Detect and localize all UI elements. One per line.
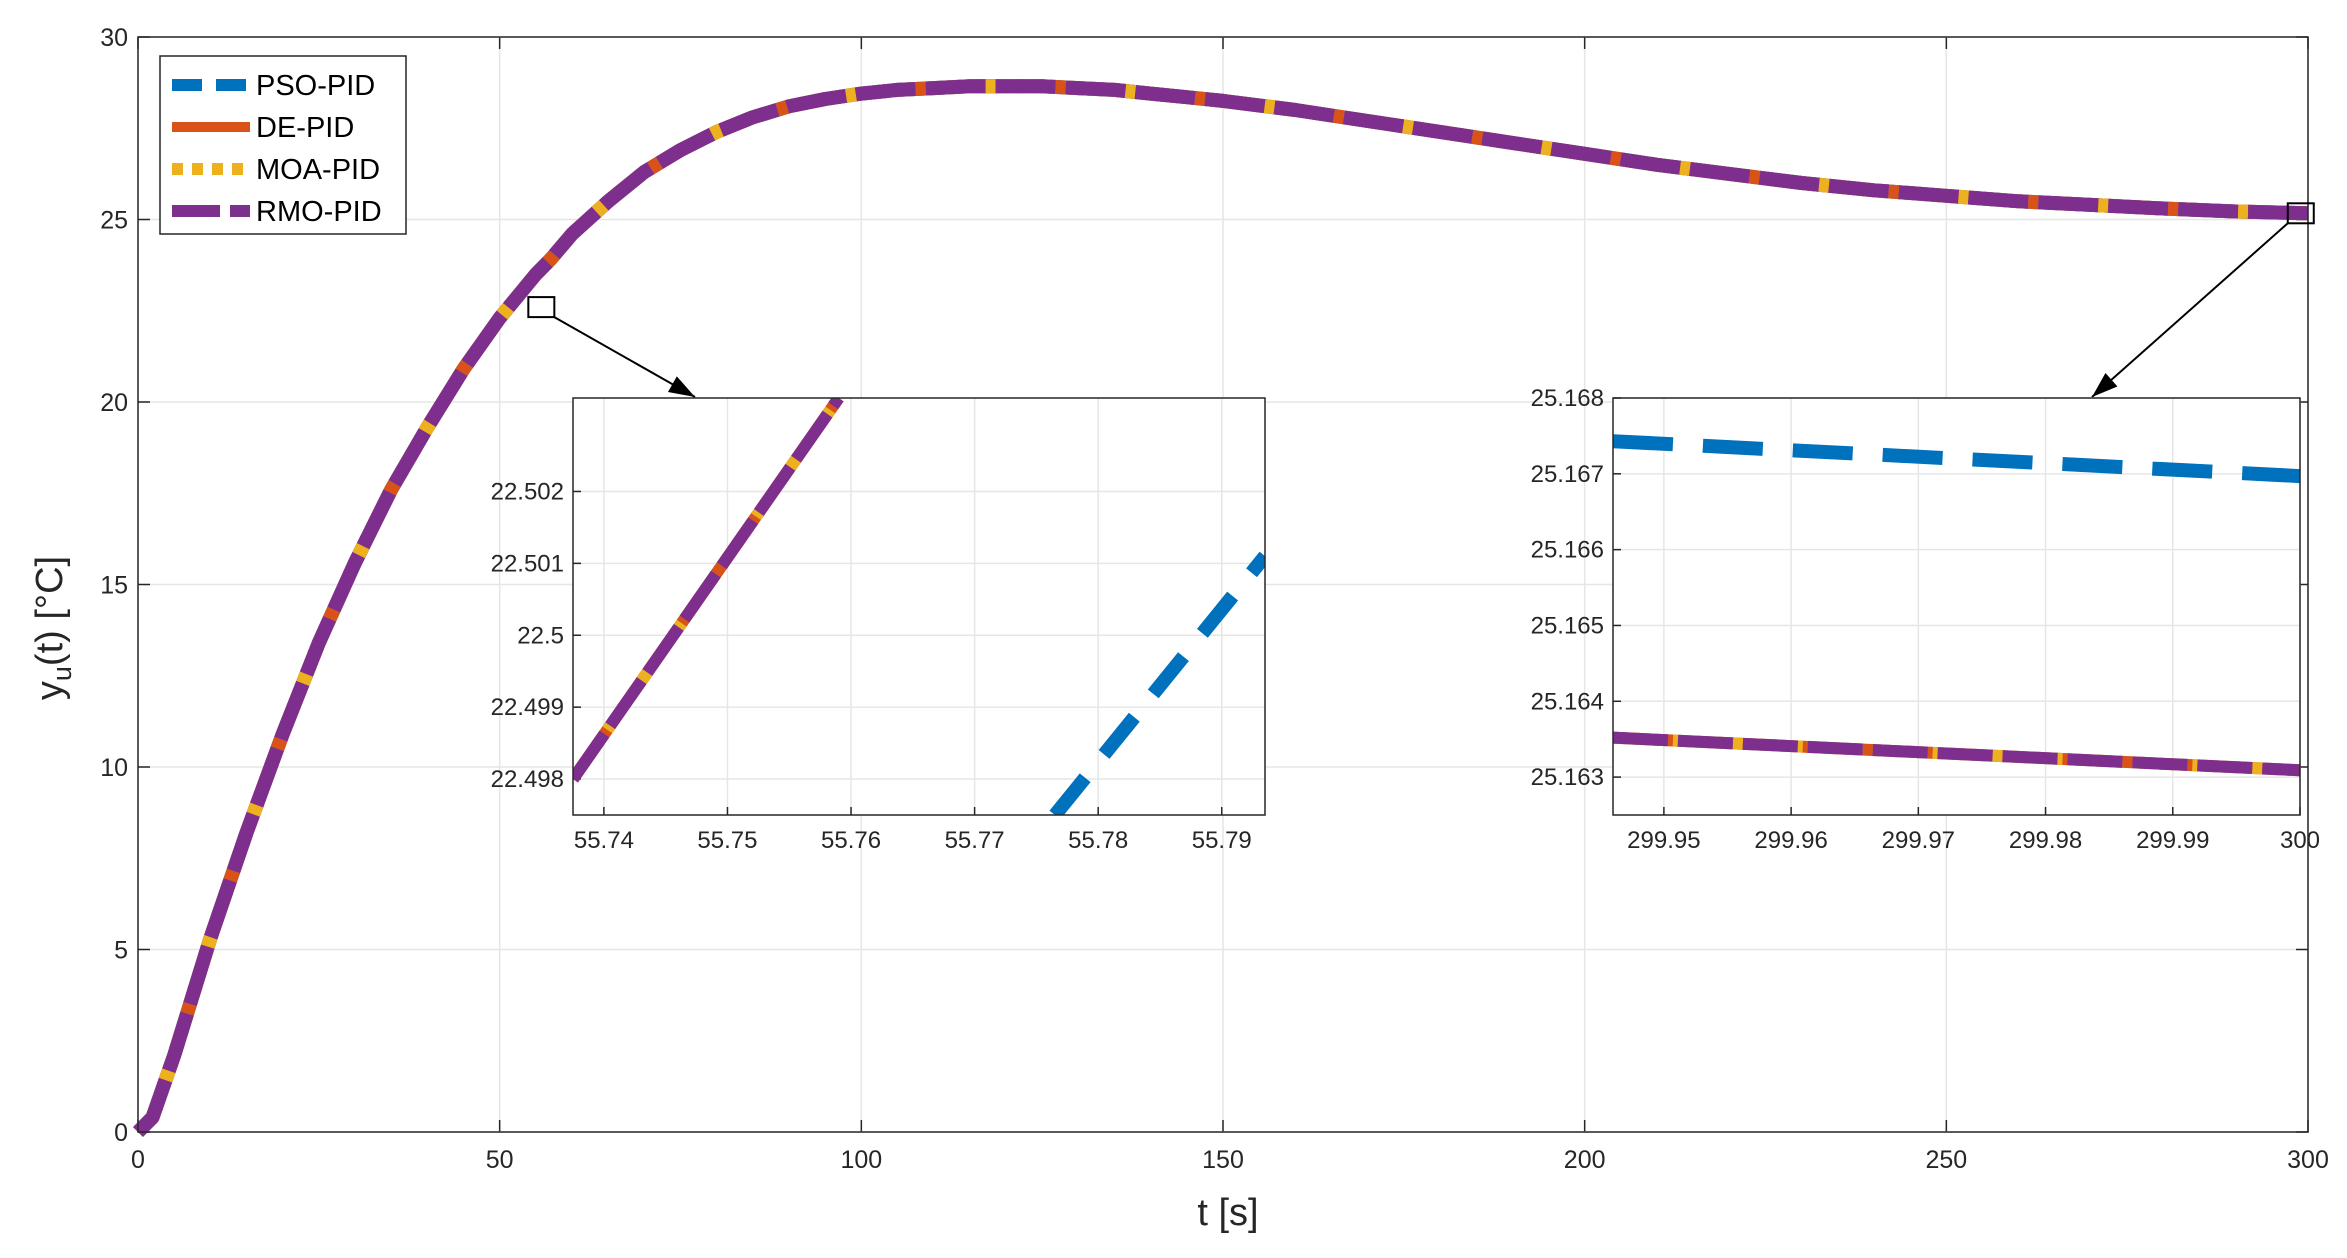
y-axis-label-sub: u [47,666,77,681]
zoom-arrow-right [2091,222,2289,398]
zoom-arrow-left-head [667,376,695,397]
x-tick-label: 250 [1925,1146,1967,1174]
inset-right-x-tick-label: 299.99 [2136,827,2209,854]
legend-label-de-pid: DE-PID [256,112,354,144]
x-tick-label: 0 [131,1146,145,1174]
inset-left-y-tick-label: 22.5 [517,622,564,649]
inset-left-y-tick-label: 22.499 [491,694,564,721]
inset-right-x-tick-label: 299.97 [1882,827,1955,854]
inset-left-x-tick-label: 55.78 [1068,827,1128,854]
inset-right-line-rmo-pid [1613,731,2300,777]
inset-left-x-tick-label: 55.74 [574,827,634,854]
y-tick-label: 5 [114,937,128,965]
y-tick-label: 15 [100,572,128,600]
x-tick-label: 200 [1564,1146,1606,1174]
inset-left-line-rmo-pid [573,398,844,783]
inset-right-y-tick-label: 25.166 [1531,537,1604,564]
zoom-arrow-left [553,316,696,398]
inset-left-y-tick-label: 22.498 [491,766,564,793]
inset-right-frame [1612,397,2301,816]
y-tick-label: 20 [100,389,128,417]
zoom-marker-left [527,296,556,319]
y-tick-label: 30 [100,24,128,52]
inset-right-x-tick-label: 300 [2280,827,2320,854]
y-axis-label: yu(t) [°C] [29,556,77,700]
inset-left-y-tick-label: 22.502 [491,478,564,505]
x-axis-label: t [s] [1197,1192,1258,1234]
inset-left-line-moa-pid [573,398,844,783]
y-tick-label: 10 [100,754,128,782]
y-tick-label: 0 [114,1119,128,1147]
inset-right-x-tick-label: 299.98 [2009,827,2082,854]
zoom-marker-right [2286,202,2315,225]
legend-label-rmo-pid: RMO-PID [256,196,382,228]
inset-left-y-tick-label: 22.501 [491,550,564,577]
series-line-rmo-pid [133,79,2309,1137]
inset-left-x-tick-label: 55.77 [945,827,1005,854]
inset-right-line-pso-pid [1613,434,2300,484]
legend: PSO-PID DE-PID MOA-PID RMO-PID [159,55,407,235]
inset-right-y-tick-label: 25.164 [1531,688,1604,715]
inset-right-x-tick-label: 299.95 [1627,827,1700,854]
inset-left-line-pso-pid [1049,551,1265,815]
inset-left-frame [572,397,1266,816]
inset-left-x-tick-label: 55.76 [821,827,881,854]
legend-label-moa-pid: MOA-PID [256,154,380,186]
zoom-inset-right: 299.95 299.96 299.97 299.98 299.99 300 25.163 2… [1531,385,2320,854]
inset-right-y-tick-label: 25.163 [1531,764,1604,791]
x-tick-label: 150 [1202,1146,1244,1174]
inset-right-y-tick-label: 25.167 [1531,461,1604,488]
inset-left-x-tick-label: 55.79 [1192,827,1252,854]
inset-right-y-tick-label: 25.165 [1531,612,1604,639]
y-axis-label-main: y [29,681,71,700]
zoom-arrow-right-head [2092,373,2118,397]
x-tick-label: 50 [486,1146,514,1174]
zoom-inset-left: 55.74 55.75 55.76 55.77 55.78 55.79 22.498 22.4… [491,397,1266,854]
inset-left-area [573,398,1265,815]
x-tick-label: 100 [840,1146,882,1174]
main-plot-frame [137,36,2309,1133]
y-tick-label: 25 [100,207,128,235]
inset-left-x-tick-label: 55.75 [697,827,757,854]
y-axis-label-rest: (t) [°C] [29,556,71,666]
x-tick-label: 300 [2287,1146,2329,1174]
inset-left-series [573,398,1265,815]
inset-right-y-tick-label: 25.168 [1531,385,1604,412]
legend-label-pso-pid: PSO-PID [256,70,375,102]
inset-right-x-tick-label: 299.96 [1754,827,1827,854]
inset-right-series [1613,434,2300,777]
